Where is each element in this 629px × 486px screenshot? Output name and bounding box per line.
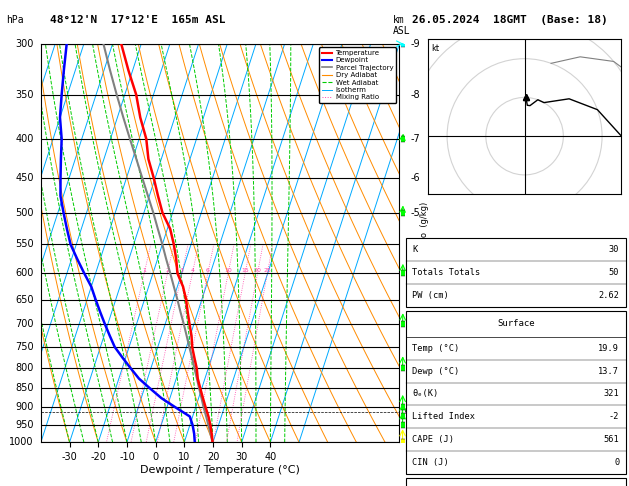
Text: 550: 550 <box>15 240 34 249</box>
Text: 300: 300 <box>15 39 34 49</box>
Bar <box>406 478 626 486</box>
Text: 3: 3 <box>180 268 184 273</box>
Text: 500: 500 <box>15 208 34 218</box>
Text: 800: 800 <box>15 364 34 373</box>
Text: 19.9: 19.9 <box>598 344 619 353</box>
Text: 20: 20 <box>253 268 262 273</box>
Text: 850: 850 <box>15 383 34 394</box>
Text: 25: 25 <box>264 268 271 273</box>
Text: 0: 0 <box>614 458 619 467</box>
Text: -4: -4 <box>410 268 420 278</box>
Text: 700: 700 <box>15 319 34 329</box>
Text: Lifted Index: Lifted Index <box>413 412 476 421</box>
X-axis label: Dewpoint / Temperature (°C): Dewpoint / Temperature (°C) <box>140 465 300 475</box>
Text: 750: 750 <box>15 342 34 352</box>
Text: 1: 1 <box>142 268 146 273</box>
Text: CIN (J): CIN (J) <box>413 458 449 467</box>
Text: 48°12'N  17°12'E  165m ASL: 48°12'N 17°12'E 165m ASL <box>50 15 226 25</box>
Text: 2: 2 <box>165 268 169 273</box>
Text: Temp (°C): Temp (°C) <box>413 344 460 353</box>
Text: Dewp (°C): Dewp (°C) <box>413 366 460 376</box>
Text: 50: 50 <box>609 268 619 277</box>
Text: 26.05.2024  18GMT  (Base: 18): 26.05.2024 18GMT (Base: 18) <box>411 15 608 25</box>
Text: 321: 321 <box>603 389 619 399</box>
Text: 1000: 1000 <box>9 437 34 447</box>
Text: km
ASL: km ASL <box>393 15 411 36</box>
Text: -3: -3 <box>410 319 420 329</box>
Text: 4: 4 <box>191 268 194 273</box>
Legend: Temperature, Dewpoint, Parcel Trajectory, Dry Adiabat, Wet Adiabat, Isotherm, Mi: Temperature, Dewpoint, Parcel Trajectory… <box>319 47 396 103</box>
Text: LCL: LCL <box>400 407 415 417</box>
Text: K: K <box>413 245 418 254</box>
Text: CAPE (J): CAPE (J) <box>413 435 454 444</box>
Text: -1: -1 <box>410 402 420 413</box>
Text: Surface: Surface <box>497 319 535 328</box>
Text: -9: -9 <box>410 39 420 49</box>
Text: 400: 400 <box>15 134 34 144</box>
Text: -8: -8 <box>410 90 420 100</box>
Text: 900: 900 <box>15 402 34 413</box>
Text: -7: -7 <box>410 134 420 144</box>
Text: 600: 600 <box>15 268 34 278</box>
Text: 2.62: 2.62 <box>598 291 619 300</box>
Text: 10: 10 <box>225 268 232 273</box>
Text: -2: -2 <box>410 364 420 373</box>
Text: 30: 30 <box>609 245 619 254</box>
Text: 350: 350 <box>15 90 34 100</box>
Text: 6: 6 <box>206 268 210 273</box>
Text: Mixing Ratio  (g/kg): Mixing Ratio (g/kg) <box>420 202 429 284</box>
Text: 561: 561 <box>603 435 619 444</box>
Text: -5: -5 <box>410 208 420 218</box>
Text: -6: -6 <box>410 173 420 183</box>
Text: 950: 950 <box>15 420 34 430</box>
Text: 13.7: 13.7 <box>598 366 619 376</box>
Bar <box>406 311 626 474</box>
Text: kt: kt <box>431 44 440 53</box>
Text: -2: -2 <box>609 412 619 421</box>
Text: PW (cm): PW (cm) <box>413 291 449 300</box>
Text: θₑ(K): θₑ(K) <box>413 389 438 399</box>
Text: 650: 650 <box>15 295 34 305</box>
Text: 15: 15 <box>242 268 249 273</box>
Text: hPa: hPa <box>6 15 24 25</box>
Bar <box>406 238 626 307</box>
Text: 450: 450 <box>15 173 34 183</box>
Text: Totals Totals: Totals Totals <box>413 268 481 277</box>
